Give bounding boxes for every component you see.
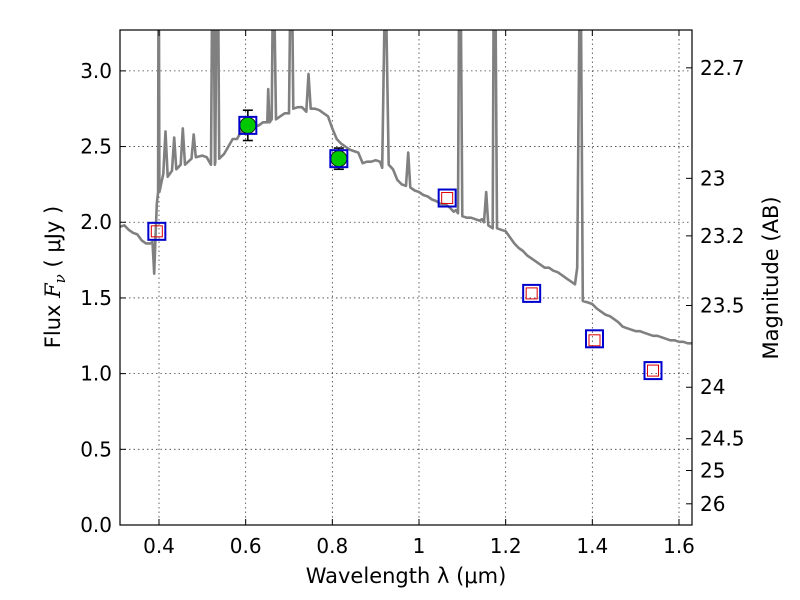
model-flux-blue-marker — [643, 361, 663, 381]
spectrum-layer — [120, 30, 692, 345]
model-flux-red-marker — [525, 287, 538, 300]
y2-tick-label: 22.7 — [700, 56, 745, 80]
x-tick-label: 1.4 — [576, 534, 608, 558]
y2-axis-label: Magnitude (AB) — [759, 196, 783, 359]
y2-tick-label: 23.5 — [700, 294, 745, 318]
plot-frame — [119, 29, 693, 526]
axis-ticks: 0.4 0.6 0.8 1 1.2 1.4 1.6 0.0 0.5 1.0 1.5 2.0 2.5 3.0… — [80, 30, 745, 558]
x-tick-label: 1.6 — [663, 534, 695, 558]
model-flux-blue-marker — [147, 221, 167, 241]
x-tick-label: 0.6 — [230, 534, 262, 558]
model-flux-blue-marker — [585, 329, 604, 349]
model-flux-red-marker — [441, 192, 454, 205]
y-axis-label-unit: ( μJy ) — [41, 206, 65, 274]
x-tick-label: 1 — [413, 534, 426, 558]
y2-tick-label: 23.2 — [700, 224, 745, 248]
spectrum-line — [120, 30, 692, 345]
y2-tick-label: 26 — [700, 492, 725, 516]
y-axis-label: Flux Fν ( μJy ) — [41, 206, 69, 348]
model-flux-blue-marker — [522, 283, 542, 303]
photometry-layer — [147, 109, 663, 381]
y-tick-label: 0.5 — [80, 437, 112, 461]
y-tick-label: 0.0 — [80, 513, 112, 537]
observed-flux-point — [330, 150, 348, 168]
y-tick-label: 1.5 — [80, 286, 112, 310]
x-tick-label: 0.8 — [316, 534, 348, 558]
x-tick-label: 0.4 — [143, 534, 175, 558]
y-tick-label: 1.0 — [80, 362, 112, 386]
y-axis-label-subscript: ν — [51, 274, 69, 283]
model-flux-blue-marker — [437, 188, 457, 208]
y2-tick-label: 25 — [700, 459, 725, 483]
x-tick-label: 1.2 — [490, 534, 522, 558]
model-flux-red-marker — [588, 334, 601, 347]
y2-tick-label: 24.5 — [700, 427, 745, 451]
y-tick-label: 2.0 — [80, 210, 112, 234]
y-tick-label: 3.0 — [80, 59, 112, 83]
y2-tick-label: 23 — [700, 166, 725, 190]
model-flux-blue-marker — [329, 149, 349, 169]
grid-lines — [120, 30, 692, 526]
observed-flux-point — [239, 116, 257, 134]
model-flux-red-marker — [647, 364, 659, 377]
model-flux-blue-marker — [238, 115, 258, 135]
x-axis-label: Wavelength λ (μm) — [306, 564, 507, 588]
y-axis-label-prefix: Flux — [41, 298, 65, 348]
y-axis-label-symbol: F — [41, 282, 65, 299]
model-flux-red-marker — [150, 225, 163, 238]
y2-tick-label: 24 — [700, 375, 725, 399]
y-tick-label: 2.5 — [80, 135, 112, 159]
